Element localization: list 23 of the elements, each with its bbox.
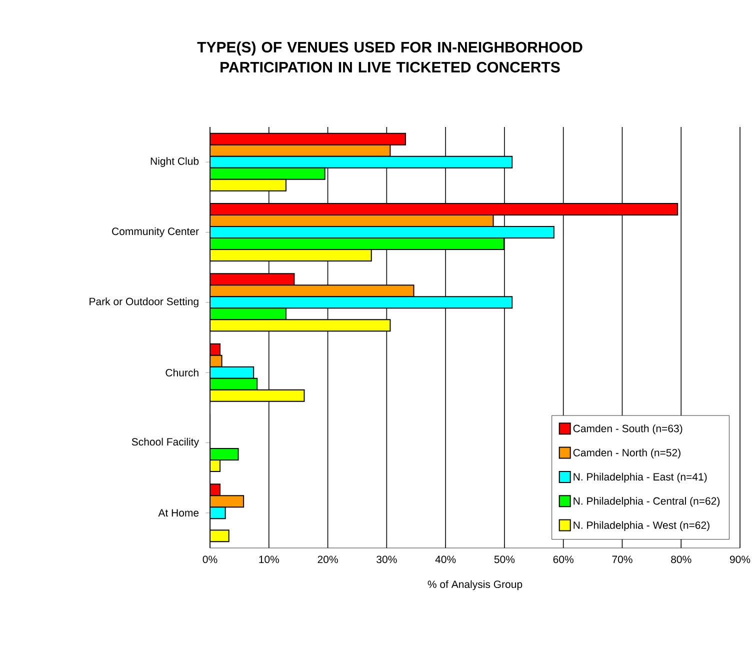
- y-tick-label: Church: [166, 368, 198, 376]
- legend-label: N. Philadelphia - East (n=41): [574, 472, 707, 483]
- legend-label: Camden - North (n=52): [573, 448, 680, 458]
- legend-label: Camden - South (n=63): [573, 424, 682, 434]
- x-tick-label: 0%: [202, 556, 218, 564]
- x-tick-label: 30%: [376, 556, 397, 564]
- legend-label: N. Philadelphia - West (n=62): [574, 521, 710, 531]
- legend-label: N. Philadelphia - Central (n=62): [574, 497, 720, 507]
- y-tick-label: Community Center: [112, 227, 199, 238]
- y-tick-label: School Facility: [132, 438, 200, 448]
- x-tick-label: 60%: [553, 556, 574, 564]
- x-tick-label: 50%: [494, 556, 515, 564]
- x-tick-label: 90%: [730, 556, 750, 564]
- y-tick-label: Night Club: [150, 157, 199, 167]
- chart-title: TYPE(S) OF VENUES USED FOR IN-NEIGHBORHOOD PARTICIPATION IN LIVE TICKETED CONCERTS: [197, 41, 582, 72]
- x-tick-label: 80%: [671, 556, 692, 564]
- x-tick-label: 40%: [435, 556, 456, 564]
- y-tick-label: Park or Outdoor Setting: [90, 298, 198, 308]
- x-tick-label: 70%: [612, 556, 632, 564]
- x-tick-label: 20%: [318, 556, 338, 564]
- x-tick-label: 10%: [259, 556, 280, 564]
- x-axis-title: % of Analysis Group: [428, 580, 522, 590]
- y-tick-label: At Home: [158, 509, 199, 517]
